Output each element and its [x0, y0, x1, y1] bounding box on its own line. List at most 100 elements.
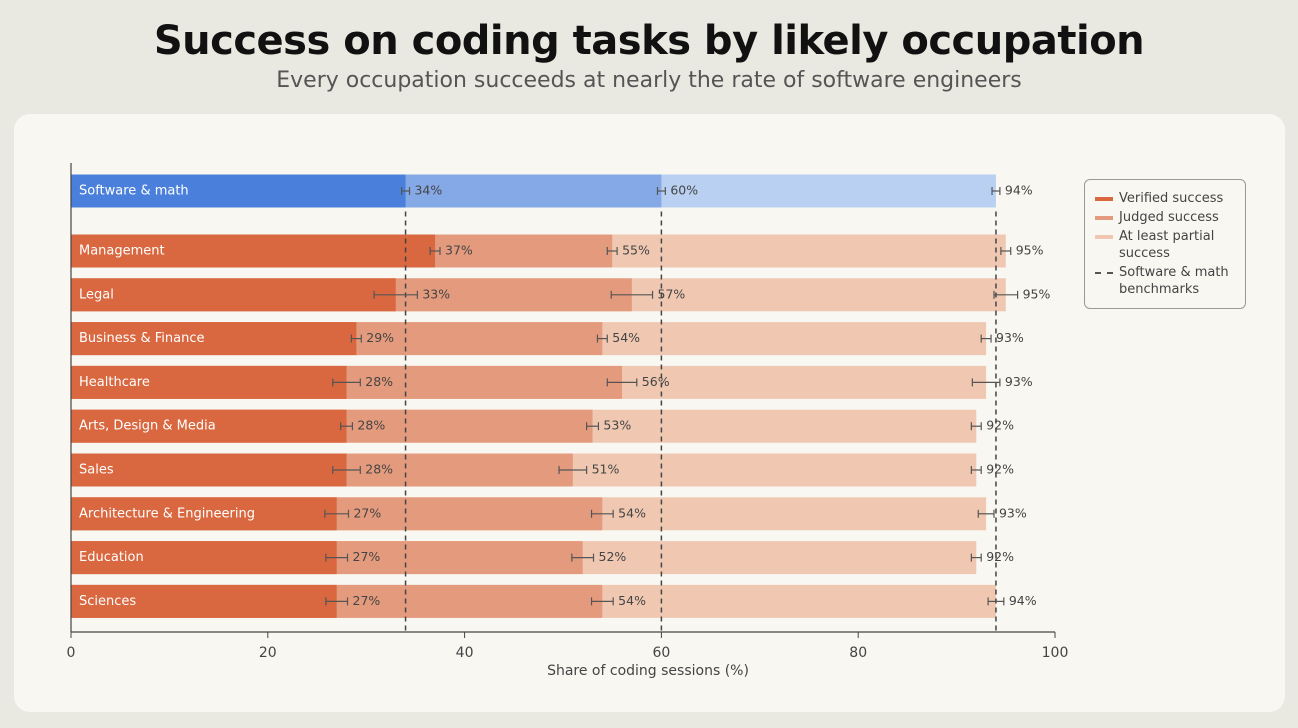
value-label: 55%	[622, 243, 650, 258]
value-label: 28%	[357, 418, 385, 433]
bar	[71, 409, 347, 443]
error-bar	[325, 597, 349, 606]
bar	[71, 584, 337, 618]
bar	[71, 541, 337, 575]
legend-item: At least partial success	[1095, 228, 1235, 262]
value-label: 29%	[366, 330, 394, 345]
value-label: 54%	[618, 505, 646, 520]
x-tick-label: 20	[259, 645, 277, 661]
value-label: 53%	[603, 418, 631, 433]
value-label: 33%	[422, 286, 450, 301]
category-label: Legal	[79, 287, 114, 302]
value-label: 34%	[414, 183, 442, 198]
bar	[71, 365, 347, 399]
legend-swatch	[1095, 235, 1113, 239]
legend-swatch	[1095, 272, 1113, 274]
value-label: 93%	[999, 505, 1027, 520]
chart-title: Success on coding tasks by likely occupa…	[153, 18, 1145, 64]
value-label: 51%	[592, 462, 620, 477]
value-label: 57%	[658, 286, 686, 301]
error-bar	[993, 290, 1019, 299]
x-tick-label: 60	[652, 645, 670, 661]
error-bar	[971, 378, 1001, 387]
category-label: Management	[79, 244, 165, 259]
chart-subtitle: Every occupation succeeds at nearly the …	[276, 68, 1022, 93]
bar	[71, 278, 396, 312]
x-axis-title: Share of coding sessions (%)	[547, 663, 749, 679]
x-tick-label: 40	[456, 645, 474, 661]
error-bar	[571, 553, 595, 562]
error-bar	[1000, 247, 1012, 255]
category-label: Arts, Design & Media	[79, 419, 216, 434]
value-label: 60%	[670, 183, 698, 198]
error-bar	[970, 422, 982, 431]
value-label: 28%	[365, 462, 393, 477]
value-label: 37%	[445, 243, 473, 258]
category-label: Sales	[79, 463, 114, 478]
error-bar	[987, 597, 1005, 606]
error-bar	[606, 378, 638, 387]
value-label: 95%	[1023, 286, 1051, 301]
legend-item: Verified success	[1095, 190, 1235, 207]
category-label: Software & math	[79, 184, 189, 199]
value-label: 27%	[353, 505, 381, 520]
x-tick-label: 0	[67, 645, 76, 661]
x-tick-label: 100	[1042, 645, 1069, 661]
error-bar	[656, 187, 666, 195]
bar	[71, 322, 357, 356]
value-label: 54%	[612, 330, 640, 345]
category-label: Architecture & Engineering	[79, 506, 255, 521]
value-label: 92%	[986, 462, 1014, 477]
legend-swatch	[1095, 216, 1113, 220]
legend-label: At least partial success	[1119, 229, 1215, 261]
value-label: 27%	[353, 593, 381, 608]
error-bar	[325, 553, 349, 562]
error-bar	[332, 378, 361, 387]
legend: Verified success Judged success At least p…	[1084, 179, 1246, 309]
legend-item: Software & math benchmarks	[1095, 264, 1235, 298]
category-label: Business & Finance	[79, 331, 204, 346]
error-bar	[977, 509, 995, 518]
value-label: 93%	[996, 330, 1024, 345]
error-bar	[373, 290, 418, 299]
value-label: 52%	[599, 549, 627, 564]
category-label: Education	[79, 550, 144, 565]
value-label: 94%	[1005, 183, 1033, 198]
bar	[71, 234, 436, 268]
x-tick-label: 80	[849, 645, 867, 661]
error-bar	[606, 247, 618, 255]
legend-item: Judged success	[1095, 209, 1235, 226]
category-label: Sciences	[79, 594, 136, 609]
error-bar	[401, 187, 411, 195]
value-label: 93%	[1005, 374, 1033, 389]
error-bar	[991, 187, 1001, 195]
legend-label: Software & math benchmarks	[1119, 265, 1229, 297]
bar	[71, 174, 406, 208]
error-bar	[590, 597, 614, 606]
error-bar	[590, 509, 614, 518]
error-bar	[980, 334, 992, 343]
value-label: 92%	[986, 418, 1014, 433]
error-bar	[340, 422, 354, 431]
error-bar	[429, 247, 441, 255]
category-label: Healthcare	[79, 375, 150, 390]
error-bar	[596, 334, 608, 343]
error-bar	[350, 334, 362, 343]
error-bar	[970, 466, 982, 474]
error-bar	[558, 466, 588, 474]
error-bar	[324, 509, 350, 518]
legend-swatch	[1095, 197, 1113, 201]
value-label: 54%	[618, 593, 646, 608]
value-label: 95%	[1016, 243, 1044, 258]
value-label: 27%	[353, 549, 381, 564]
bar	[71, 497, 337, 531]
value-label: 94%	[1009, 593, 1037, 608]
value-label: 28%	[365, 374, 393, 389]
error-bar	[586, 422, 600, 431]
legend-label: Judged success	[1119, 210, 1219, 225]
error-bar	[610, 290, 654, 299]
error-bar	[970, 553, 982, 562]
error-bar	[332, 466, 361, 474]
